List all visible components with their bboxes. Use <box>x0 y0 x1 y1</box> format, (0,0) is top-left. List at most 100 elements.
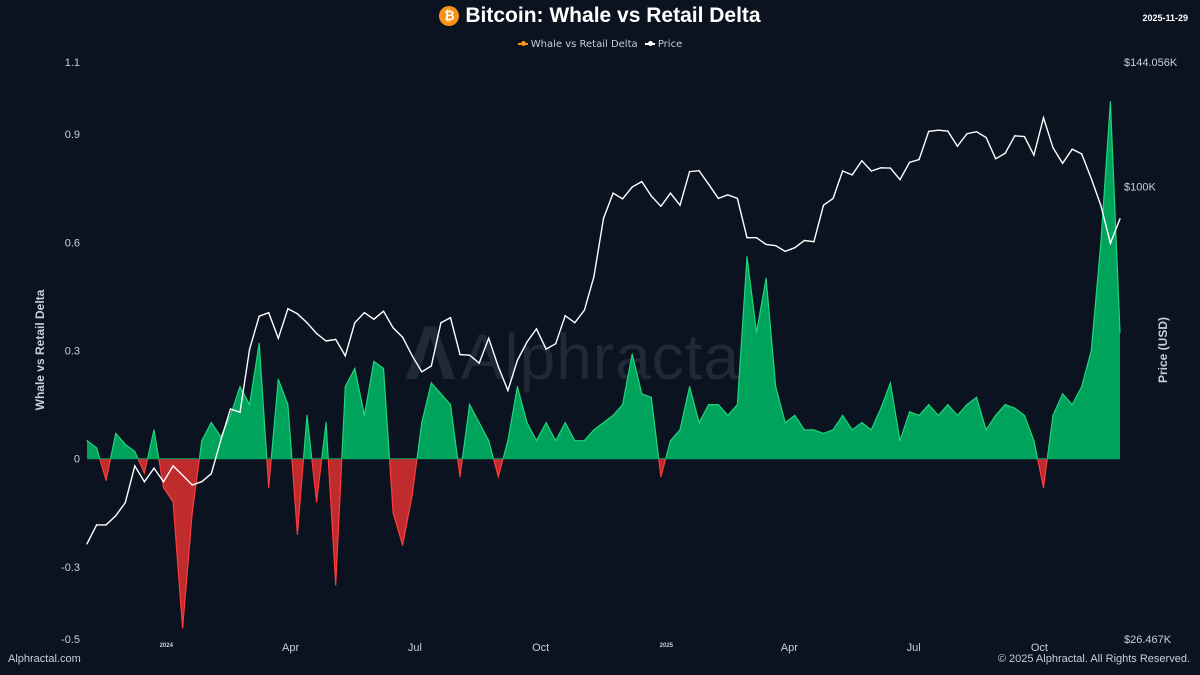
delta-point <box>229 414 232 417</box>
price-point <box>153 467 155 469</box>
price-point <box>564 314 566 317</box>
legend-item-delta[interactable]: Whale vs Retail Delta <box>517 39 638 50</box>
price-point <box>124 501 126 504</box>
delta-point <box>182 627 184 629</box>
price-point <box>344 355 346 357</box>
x-axis-tick: Oct <box>1031 642 1048 654</box>
price-point <box>669 192 672 194</box>
price-point <box>143 481 146 483</box>
delta-point <box>497 476 499 478</box>
price-point <box>363 311 366 314</box>
price-point <box>688 170 691 173</box>
price-point <box>1052 147 1054 149</box>
price-point <box>229 408 232 410</box>
price-point <box>784 250 786 253</box>
price-point <box>401 336 404 338</box>
price-point <box>985 136 987 139</box>
price-point <box>421 371 423 373</box>
delta-point <box>736 403 739 406</box>
price-point <box>861 160 863 162</box>
delta-point <box>210 422 212 424</box>
price-point <box>268 311 270 314</box>
price-point <box>966 133 968 135</box>
delta-point <box>115 432 117 435</box>
price-point <box>574 321 576 324</box>
price-point <box>736 197 739 200</box>
x-axis-tick: Jul <box>408 642 422 654</box>
delta-point <box>296 533 299 536</box>
delta-point <box>249 403 251 406</box>
price-point <box>1100 204 1102 207</box>
bitcoin-icon: ₿ <box>439 6 460 26</box>
delta-point <box>172 501 174 503</box>
price-point <box>813 240 815 243</box>
price-point <box>287 308 289 310</box>
watermark: ΛAlphractal <box>405 310 755 397</box>
title-text: Bitcoin: Whale vs Retail Delta <box>465 4 761 27</box>
left-axis-tick: 0 <box>74 454 80 466</box>
delta-point <box>478 422 480 424</box>
delta-point <box>880 407 882 409</box>
price-point <box>334 338 337 341</box>
delta-point <box>287 403 289 406</box>
delta-point <box>335 584 337 586</box>
delta-point <box>449 403 452 406</box>
delta-area-negative <box>87 458 1120 629</box>
price-point <box>708 183 710 185</box>
legend-item-price[interactable]: Price <box>644 39 682 50</box>
delta-point <box>526 422 528 424</box>
price-point <box>937 129 939 131</box>
delta-point <box>1033 440 1035 442</box>
price-point <box>545 348 547 350</box>
price-point <box>306 321 308 324</box>
price-point <box>880 167 882 169</box>
legend-marker-icon <box>517 41 528 46</box>
price-point <box>832 197 834 200</box>
legend: Whale vs Retail Delta Price <box>0 37 1200 50</box>
price-point <box>86 543 88 545</box>
price-point <box>679 204 681 206</box>
price-point <box>765 243 767 246</box>
price-point <box>794 247 796 249</box>
delta-point <box>947 403 949 406</box>
delta-point <box>937 414 939 417</box>
delta-point <box>784 422 786 424</box>
right-axis-title: Price (USD) <box>1156 316 1170 384</box>
delta-point <box>861 422 863 424</box>
price-point <box>631 186 633 188</box>
delta-point <box>775 385 777 388</box>
delta-point <box>794 414 796 417</box>
price-point <box>602 217 605 220</box>
delta-point <box>822 432 825 435</box>
price-point <box>947 130 949 132</box>
delta-point <box>421 422 423 424</box>
right-axis-tick: $26.467K <box>1124 634 1172 646</box>
price-point <box>641 180 643 183</box>
price-point <box>1071 148 1073 150</box>
delta-point <box>612 414 614 417</box>
delta-point <box>440 393 442 395</box>
delta-point <box>593 429 595 431</box>
delta-point <box>392 512 394 514</box>
delta-point <box>669 440 672 442</box>
price-point <box>717 197 719 200</box>
delta-point <box>201 440 203 442</box>
price-point <box>1061 162 1064 164</box>
delta-point <box>1090 349 1092 352</box>
price-point <box>105 524 107 526</box>
delta-point <box>258 342 260 344</box>
price-point <box>239 411 241 413</box>
footer-site: Alphractal.com <box>8 653 81 665</box>
price-point <box>220 439 222 441</box>
left-axis-tick: -0.3 <box>61 562 80 574</box>
price-point <box>315 332 318 335</box>
left-axis-tick: 0.3 <box>65 346 80 358</box>
delta-point <box>602 422 605 424</box>
price-point <box>928 130 930 133</box>
delta-point <box>354 367 356 370</box>
delta-point <box>468 403 471 406</box>
delta-point <box>908 411 911 413</box>
price-point <box>459 353 461 356</box>
price-point <box>488 337 490 339</box>
